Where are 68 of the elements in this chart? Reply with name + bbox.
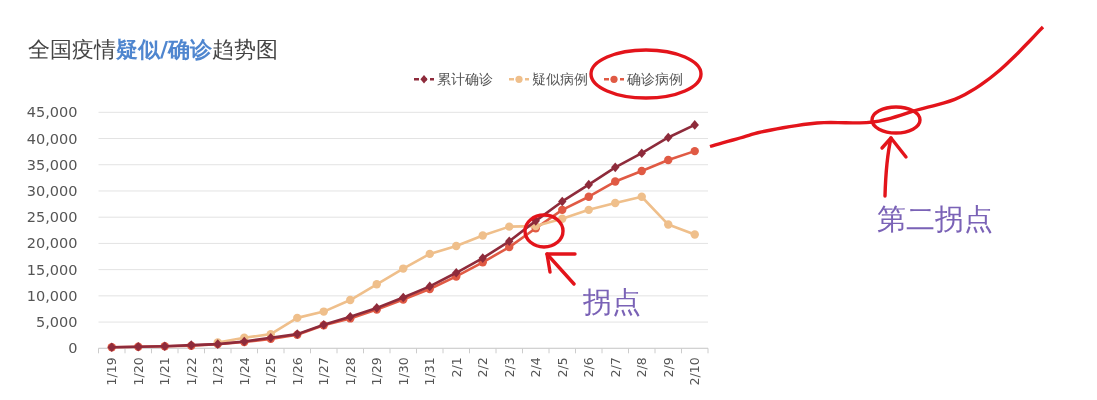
x-tick-label: 1/19 xyxy=(104,357,120,386)
x-tick-label: 1/20 xyxy=(130,357,146,386)
point xyxy=(637,166,646,176)
x-tick-label: 1/24 xyxy=(236,357,252,386)
y-tick-label: 45,000 xyxy=(26,104,78,121)
x-tick-label: 2/10 xyxy=(687,357,703,386)
point xyxy=(690,146,699,156)
point xyxy=(558,196,567,207)
y-tick-label: 15,000 xyxy=(26,261,78,278)
point xyxy=(425,249,434,259)
point xyxy=(664,220,673,229)
y-tick-label: 0 xyxy=(68,340,78,357)
y-tick-label: 10,000 xyxy=(26,287,78,304)
point xyxy=(584,192,593,201)
point xyxy=(690,120,699,130)
x-tick-label: 1/23 xyxy=(210,357,226,386)
x-tick-label: 1/25 xyxy=(263,357,279,386)
x-tick-label: 1/27 xyxy=(316,357,332,386)
x-tick-label: 2/1 xyxy=(448,357,464,378)
y-tick-label: 30,000 xyxy=(26,182,78,199)
point xyxy=(346,295,355,305)
y-tick-label: 20,000 xyxy=(26,235,78,252)
point xyxy=(637,192,646,201)
annotation: 第二拐点 xyxy=(877,202,993,236)
y-tick-label: 5,000 xyxy=(35,314,78,331)
x-tick-label: 2/8 xyxy=(634,357,650,378)
x-tick-label: 2/6 xyxy=(581,357,597,378)
point xyxy=(452,241,461,251)
legend-label: 累计确诊 xyxy=(437,71,493,88)
point xyxy=(664,132,673,143)
point xyxy=(611,162,620,173)
x-tick-label: 1/29 xyxy=(369,357,385,386)
x-tick-label: 1/22 xyxy=(183,357,199,386)
point xyxy=(584,205,593,215)
x-tick-label: 2/3 xyxy=(501,357,517,378)
point xyxy=(584,179,593,190)
x-tick-label: 1/30 xyxy=(395,357,411,386)
legend-label: 确诊病例 xyxy=(626,71,683,88)
point xyxy=(505,236,514,247)
point xyxy=(637,148,646,159)
point xyxy=(664,155,673,165)
x-tick-label: 2/9 xyxy=(660,357,676,378)
x-tick-label: 2/4 xyxy=(528,357,544,378)
point xyxy=(478,253,487,263)
point xyxy=(690,230,699,239)
point xyxy=(611,198,620,208)
x-tick-label: 1/28 xyxy=(342,357,358,386)
x-tick-label: 1/26 xyxy=(289,357,305,386)
annotation: 拐点 xyxy=(583,285,641,319)
y-tick-label: 35,000 xyxy=(26,156,78,173)
x-tick-label: 2/5 xyxy=(554,357,570,378)
point xyxy=(399,264,408,273)
point xyxy=(478,231,487,240)
x-tick-label: 2/7 xyxy=(607,357,623,378)
point xyxy=(452,267,461,278)
point xyxy=(611,177,620,186)
point xyxy=(558,205,567,215)
x-tick-label: 2/2 xyxy=(475,357,491,378)
point xyxy=(372,280,381,289)
x-tick-label: 1/31 xyxy=(422,357,438,386)
legend-label: 疑似病例 xyxy=(532,71,588,88)
point xyxy=(505,222,514,231)
point xyxy=(293,313,302,323)
y-tick-label: 25,000 xyxy=(26,209,78,226)
point xyxy=(319,307,328,316)
title: 全国疫情疑似/确诊趋势图 xyxy=(28,37,279,62)
y-tick-label: 40,000 xyxy=(26,130,78,147)
x-tick-label: 1/21 xyxy=(157,357,173,386)
